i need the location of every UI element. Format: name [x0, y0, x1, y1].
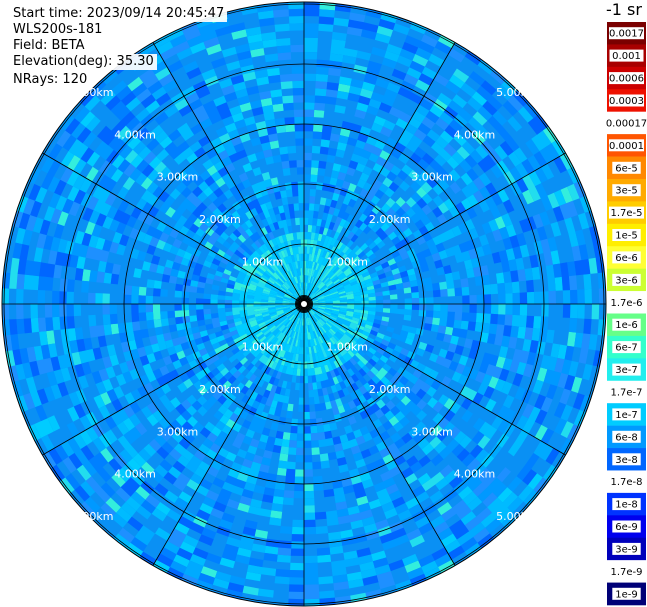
- azimuth-spoke-150: [303, 303, 456, 566]
- azimuth-spoke-120: [303, 303, 566, 456]
- colorbar-label-22: 6e-9: [615, 522, 638, 533]
- ring-label-4km-0: 4.00km: [114, 128, 156, 141]
- colorbar-label-box-25: [612, 587, 641, 600]
- colorbar-label-7: 3e-5: [615, 186, 638, 197]
- ring-label-5km-1: 5.00km: [496, 86, 538, 99]
- colorbar-label-17: 1e-7: [615, 410, 638, 421]
- colorbar-label-6: 6e-5: [615, 163, 638, 174]
- colorbar-label-1: 0.001: [612, 51, 641, 62]
- field-cells-4: [15, 2, 606, 606]
- colorbar-label-21: 1e-8: [615, 500, 638, 511]
- field-cells-8: [2, 9, 606, 605]
- azimuth-spoke-210: [152, 303, 305, 566]
- ring-label-5km-2: 5.00km: [72, 510, 114, 523]
- colorbar-label-9: 1e-5: [615, 231, 638, 242]
- ring-label-2km-2: 2.00km: [199, 383, 241, 396]
- colorbar-label-8: 1.7e-5: [610, 208, 642, 219]
- colorbar-label-box-23: [612, 542, 641, 555]
- colorbar-label-box-17: [612, 408, 641, 421]
- colorbar-label-box-8: [609, 206, 644, 219]
- colorbar-label-13: 1e-6: [615, 320, 638, 331]
- azimuth-spoke-30: [303, 42, 456, 305]
- colorbar-label-box-6: [612, 161, 641, 174]
- colorbar-label-3: 0.0003: [609, 96, 644, 107]
- colorbar-label-15: 3e-7: [615, 365, 638, 376]
- field-cells-5: [15, 5, 598, 599]
- ring-label-4km-1: 4.00km: [454, 128, 496, 141]
- colorbar-label-box-7: [612, 184, 641, 197]
- polar-grid: [1, 1, 607, 607]
- field-cells-3: [16, 33, 566, 582]
- ring-label-1km-2: 1.00km: [242, 340, 284, 353]
- elevation-label: Elevation(deg): 35.30: [10, 54, 157, 70]
- range-labels: 1.00km 1.00km 1.00km 1.00km 2.00km 2.00km 2.00…: [72, 86, 538, 523]
- ring-label-2km-1: 2.00km: [369, 213, 411, 226]
- colorbar-label-box-16: [609, 386, 644, 398]
- colorbar-label-23: 3e-9: [615, 544, 638, 555]
- ring-label-3km-3: 3.00km: [411, 425, 453, 438]
- colorbar-label-12: 1.7e-6: [610, 298, 642, 309]
- colorbar-label-box-21: [612, 498, 641, 511]
- colorbar-label-box-10: [612, 251, 641, 264]
- colorbar-label-18: 6e-8: [615, 432, 638, 443]
- ring-label-3km-1: 3.00km: [411, 171, 453, 184]
- colorbar-label-16: 1.7e-7: [610, 388, 642, 399]
- ring-label-4km-2: 4.00km: [114, 468, 156, 481]
- colorbar-label-25: 1e-9: [615, 589, 638, 600]
- colorbar-label-14: 6e-7: [615, 343, 638, 354]
- azimuth-spoke-330: [152, 42, 305, 305]
- ring-label-3km-0: 3.00km: [157, 171, 199, 184]
- ring-label-2km-3: 2.00km: [369, 383, 411, 396]
- colorbar-label-box-24: [609, 565, 644, 578]
- colorbar-label-4: 0.00017: [606, 118, 647, 129]
- colorbar-label-2: 0.0006: [609, 74, 644, 85]
- nrays-label: NRays: 120: [10, 72, 91, 88]
- colorbar-label-box-3: [609, 94, 644, 107]
- ring-label-5km-3: 5.00km: [496, 510, 538, 523]
- colorbar-label-box-18: [612, 430, 641, 443]
- center-marker: [301, 301, 307, 307]
- start-time-label: Start time: 2023/09/14 20:45:47: [10, 6, 228, 22]
- instrument-label: WLS200s-181: [10, 22, 106, 38]
- colorbar-label-box-1: [609, 49, 644, 62]
- colorbar-label-10: 6e-6: [615, 253, 638, 264]
- field-cells-7: [2, 3, 606, 592]
- colorbar-label-box-13: [612, 318, 641, 331]
- colorbar-label-box-5: [609, 139, 644, 152]
- colorbar-label-box-0: [609, 27, 644, 40]
- azimuth-spoke-60: [303, 152, 566, 305]
- azimuth-spoke-300: [42, 152, 305, 305]
- colorbar-label-24: 1.7e-9: [610, 567, 642, 578]
- colorbar-label-5: 0.0001: [609, 141, 644, 152]
- colorbar-label-box-12: [609, 296, 644, 309]
- ring-label-1km-3: 1.00km: [326, 340, 368, 353]
- colorbar-label-box-11: [612, 273, 641, 286]
- azimuth-spoke-240: [42, 303, 305, 456]
- ring-label-3km-2: 3.00km: [157, 425, 199, 438]
- colorbar-label-box-4: [609, 116, 644, 129]
- colorbar-label-20: 1.7e-8: [610, 477, 642, 488]
- colorbar-unit-title: -1 sr: [606, 0, 642, 19]
- colorbar-label-box-15: [612, 363, 641, 376]
- colorbar-label-box-22: [612, 520, 641, 533]
- colorbar-label-box-14: [612, 341, 641, 354]
- colorbar-label-box-2: [609, 72, 644, 85]
- ring-label-2km-0: 2.00km: [199, 213, 241, 226]
- colorbar-label-0: 0.0017: [609, 29, 644, 40]
- field-label: Field: BETA: [10, 38, 88, 54]
- colorbar-label-box-19: [612, 453, 641, 466]
- ring-label-1km-0: 1.00km: [242, 256, 284, 269]
- colorbar-label-11: 3e-6: [615, 275, 638, 286]
- ring-label-4km-3: 4.00km: [454, 468, 496, 481]
- colorbar-label-box-20: [609, 475, 644, 488]
- ring-label-5km-0: 5.00km: [72, 86, 114, 99]
- ring-label-1km-1: 1.00km: [326, 256, 368, 269]
- colorbar: 0.0017 0.001 0.0006 0.0003 0.00017 0.0001 6e-5…: [606, 22, 647, 606]
- colorbar-label-box-9: [612, 229, 641, 241]
- colorbar-label-19: 3e-8: [615, 455, 638, 466]
